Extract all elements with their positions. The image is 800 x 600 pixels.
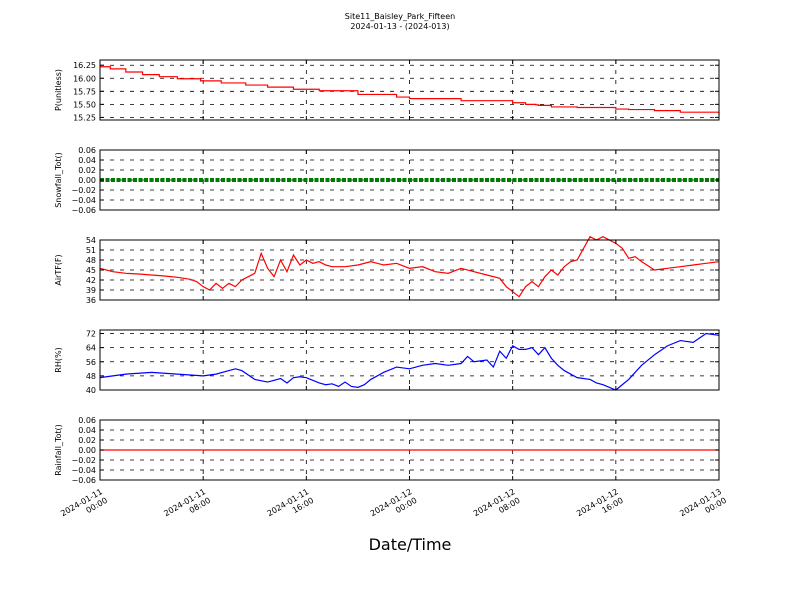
y-tick-label: 16.00 <box>73 74 96 83</box>
y-axis-label: Rainfall_Tot() <box>54 424 63 476</box>
y-tick-label: −0.02 <box>71 456 96 465</box>
series-line <box>99 332 720 391</box>
y-tick-label: −0.06 <box>71 206 96 215</box>
y-tick-label: 45 <box>86 266 96 275</box>
y-tick-label: 0.02 <box>78 166 96 175</box>
y-tick-label: 0.06 <box>78 146 96 155</box>
x-axis-label: Date/Time <box>369 535 452 554</box>
y-tick-label: −0.04 <box>71 196 96 205</box>
y-tick-label: 39 <box>86 286 96 295</box>
y-tick-label: −0.04 <box>71 466 96 475</box>
y-axis-label: P(unitless) <box>54 69 63 111</box>
y-tick-label: 0.00 <box>78 176 96 185</box>
chart-title: Site11_Baisley_Park_Fifteen <box>345 12 455 21</box>
y-tick-label: 15.25 <box>73 113 96 122</box>
y-tick-label: 48 <box>86 256 96 265</box>
y-axis-label: Snowfall_Tot() <box>54 152 63 208</box>
y-axis-label: RH(%) <box>54 347 63 372</box>
series-line <box>99 235 720 298</box>
y-tick-label: 40 <box>86 386 96 395</box>
y-tick-label: 54 <box>86 236 96 245</box>
y-axis-label: AirTF(F) <box>54 254 63 285</box>
y-tick-label: −0.02 <box>71 186 96 195</box>
y-tick-label: 16.25 <box>73 61 96 70</box>
y-tick-label: 15.50 <box>73 100 96 109</box>
chart-subtitle: 2024-01-13 - (2024-013) <box>350 22 449 31</box>
y-tick-label: 0.02 <box>78 436 96 445</box>
y-tick-label: 64 <box>86 344 96 353</box>
series-line <box>100 66 720 115</box>
y-tick-label: 15.75 <box>73 87 96 96</box>
panel-0: 15.25 15.50 15.75 16.00 16.25 P(unitless) <box>54 59 720 122</box>
y-tick-label: 56 <box>86 358 96 367</box>
panel-4: −0.06−0.04−0.020.000.020.040.06 Rainfall_… <box>54 416 720 485</box>
y-tick-label: 42 <box>86 276 96 285</box>
panel-3: 40 48 56 64 72 RH(%) <box>54 329 720 395</box>
y-tick-label: 48 <box>86 372 96 381</box>
y-tick-label: 0.06 <box>78 416 96 425</box>
y-tick-label: 72 <box>86 330 96 339</box>
y-tick-label: 0.04 <box>78 426 96 435</box>
chart-panels: 15.25 15.50 15.75 16.00 16.25 P(unitless) −0.0… <box>54 59 720 485</box>
y-tick-label: 51 <box>86 246 96 255</box>
y-tick-label: −0.06 <box>71 476 96 485</box>
y-tick-label: 36 <box>86 296 96 305</box>
y-tick-label: 0.04 <box>78 156 96 165</box>
panel-1: −0.06−0.04−0.020.000.020.040.06 Snowfall_… <box>54 146 720 215</box>
y-tick-label: 0.00 <box>78 446 96 455</box>
